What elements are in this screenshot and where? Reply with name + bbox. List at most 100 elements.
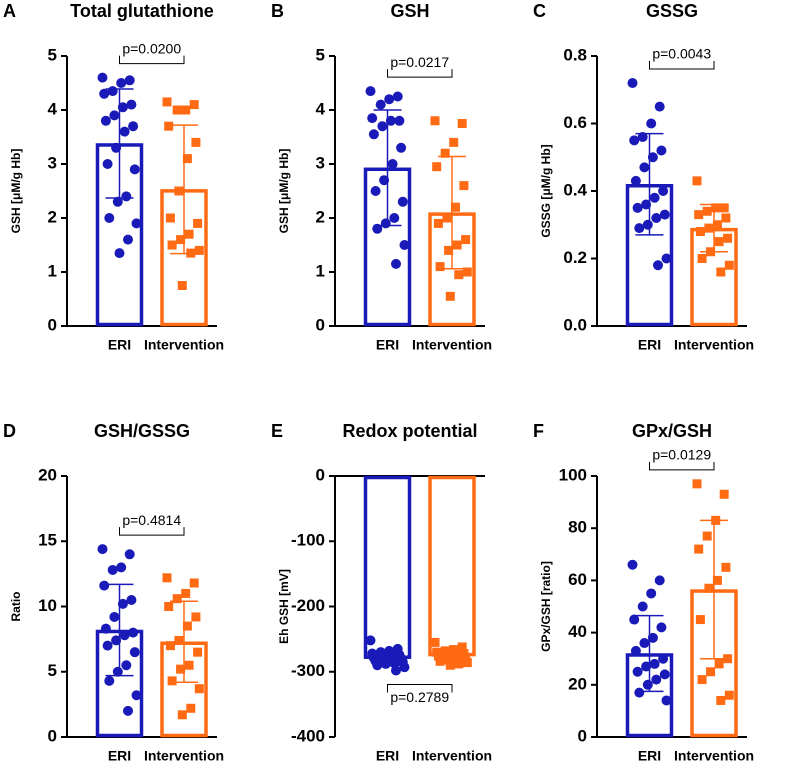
data-point — [167, 676, 177, 686]
p-value: p=0.0217 — [390, 54, 449, 70]
data-point — [162, 97, 172, 107]
y-tick-label: 0 — [48, 726, 57, 745]
data-point — [102, 159, 113, 169]
p-value: p=0.2789 — [390, 689, 449, 705]
x-tick-label: Intervention — [674, 748, 754, 764]
data-point — [712, 575, 722, 585]
data-point — [627, 559, 638, 570]
data-point — [445, 291, 455, 301]
data-point — [189, 578, 199, 588]
x-tick-label: ERI — [638, 337, 661, 353]
data-point — [186, 703, 196, 713]
data-point — [719, 489, 729, 499]
y-tick-label: 60 — [568, 570, 587, 589]
significance-bracket — [119, 55, 185, 65]
data-point — [647, 152, 658, 163]
data-point — [432, 162, 442, 172]
error-bar — [438, 650, 466, 663]
data-point — [629, 135, 640, 146]
panel-title: GSH — [390, 1, 429, 21]
data-point — [99, 88, 110, 99]
data-point — [639, 638, 650, 649]
data-point — [121, 191, 132, 202]
y-tick-label: 1 — [316, 261, 325, 280]
data-point — [714, 659, 724, 669]
data-point — [111, 142, 122, 153]
data-point — [444, 245, 454, 255]
x-tick-label: Intervention — [144, 337, 224, 353]
data-point — [697, 675, 707, 685]
y-tick-label: 20 — [568, 674, 587, 693]
data-point — [724, 690, 734, 700]
panel: C GSSG GSSG [μM/g Hb] 0.0 0.2 0.4 0.6 0.8 ERI Int… — [533, 1, 754, 353]
data-point — [449, 137, 459, 147]
data-point — [646, 118, 657, 129]
data-point — [123, 234, 133, 245]
panel-letter: A — [3, 1, 16, 21]
y-axis-label: GPx/GSH [ratio] — [539, 561, 553, 652]
y-tick-label: 0 — [316, 315, 325, 334]
data-point — [659, 209, 670, 220]
data-point — [370, 186, 381, 196]
bar — [363, 475, 412, 659]
x-tick-label: ERI — [376, 337, 399, 353]
data-point — [721, 562, 731, 572]
y-tick-label: -100 — [291, 531, 325, 550]
data-point — [391, 665, 401, 676]
significance-bracket — [649, 461, 715, 471]
data-point — [375, 99, 386, 110]
y-tick-label: -400 — [291, 726, 325, 745]
panel-letter: B — [271, 1, 284, 21]
data-point — [658, 186, 669, 196]
data-point — [642, 219, 653, 230]
data-point — [181, 105, 191, 115]
error-bar — [438, 155, 466, 270]
p-value: p=0.0200 — [122, 40, 181, 56]
data-point — [711, 203, 721, 213]
data-point — [654, 575, 665, 586]
data-point — [627, 78, 638, 88]
data-point — [116, 78, 127, 88]
y-tick-label: 40 — [568, 622, 587, 641]
data-point — [194, 245, 204, 255]
y-tick-label: -300 — [291, 661, 325, 680]
data-point — [651, 674, 662, 685]
data-point — [384, 94, 395, 105]
data-point — [702, 206, 712, 216]
data-point — [123, 705, 133, 716]
data-point — [452, 240, 462, 250]
y-tick-label: 0 — [316, 465, 325, 484]
x-tick-label: Intervention — [674, 337, 754, 353]
data-point — [647, 632, 658, 643]
data-point — [100, 623, 111, 634]
y-tick-label: 0.2 — [563, 248, 587, 267]
data-point — [128, 121, 139, 132]
data-point — [653, 260, 663, 271]
data-point — [661, 695, 672, 706]
data-point — [457, 119, 467, 128]
error-bar — [105, 88, 134, 199]
data-point — [112, 196, 123, 207]
y-tick-label: 5 — [316, 45, 325, 64]
data-point — [97, 72, 108, 83]
data-point — [716, 267, 726, 277]
data-point — [649, 192, 660, 203]
data-point — [181, 588, 191, 598]
data-point — [716, 695, 726, 705]
panel: D GSH/GSSG Ratio 0 5 10 15 20 ERI Intervention p=0… — [3, 421, 224, 764]
data-point — [695, 615, 705, 625]
y-tick-label: 0.4 — [563, 180, 587, 199]
data-point — [634, 223, 645, 234]
data-point — [654, 101, 665, 112]
y-tick-label: 2 — [48, 207, 57, 226]
data-point — [165, 641, 175, 651]
data-point — [128, 627, 139, 638]
x-tick-label: ERI — [108, 337, 131, 353]
data-point — [117, 598, 128, 609]
error-bar — [170, 124, 198, 255]
data-point — [121, 660, 132, 671]
data-point — [704, 583, 714, 593]
panel: A Total glutathione GSH [μM/g Hb] 0 1 2 3 4 5 ERI… — [3, 1, 224, 353]
data-point — [129, 164, 140, 175]
data-point — [367, 113, 378, 124]
